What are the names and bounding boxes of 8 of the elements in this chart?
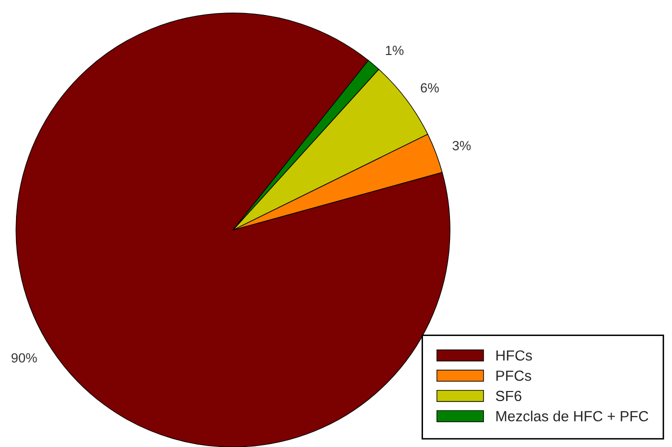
legend-label: HFCs bbox=[496, 350, 532, 361]
legend-label: SF6 bbox=[496, 390, 522, 402]
data-label: 90% bbox=[12, 353, 37, 363]
data-label: 6% bbox=[420, 83, 439, 92]
legend-label: PFCs bbox=[496, 370, 532, 381]
data-label: 3% bbox=[452, 140, 471, 150]
data-label: 1% bbox=[386, 46, 404, 56]
legend-label: Mezclas de HFC + PFC bbox=[496, 410, 648, 422]
